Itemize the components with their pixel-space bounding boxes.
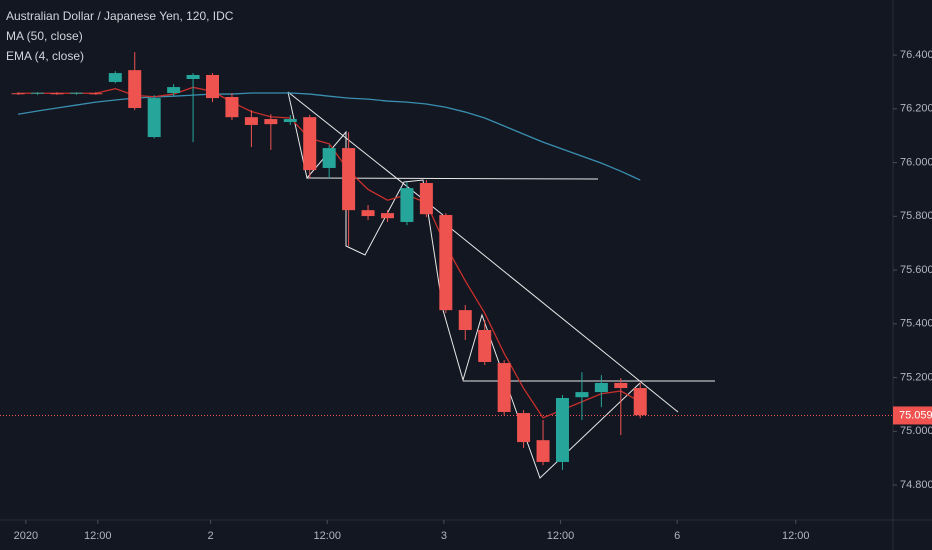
trend-line xyxy=(287,91,444,216)
candle-body xyxy=(206,74,220,99)
indicator-line xyxy=(18,86,641,419)
candle-body xyxy=(322,148,336,168)
candle-body xyxy=(439,214,453,311)
candle-body xyxy=(50,93,64,95)
trend-line xyxy=(442,221,679,413)
candle-body xyxy=(167,87,181,93)
candle-body xyxy=(594,382,608,393)
candle-body xyxy=(380,213,394,219)
candle-body xyxy=(303,117,317,171)
candle-body xyxy=(186,74,200,80)
legend-entry: EMA (4, close) xyxy=(6,49,84,63)
y-tick-label: 76.400 xyxy=(900,49,932,61)
candle-body xyxy=(400,188,414,222)
candle-body xyxy=(147,98,161,138)
y-tick-label: 75.400 xyxy=(900,318,932,330)
candle-body xyxy=(536,440,550,462)
candle-body xyxy=(497,363,511,412)
x-tick-label: 12:00 xyxy=(547,530,575,542)
x-tick-label: 6 xyxy=(674,530,680,542)
last-price-tag xyxy=(893,406,932,425)
candle-body xyxy=(478,330,492,362)
x-tick-label: 12:00 xyxy=(782,530,810,542)
candle-body xyxy=(419,183,433,215)
indicator-line xyxy=(17,92,641,181)
candle-body xyxy=(283,119,297,123)
candle-body xyxy=(458,310,472,331)
y-tick-label: 75.200 xyxy=(900,371,932,383)
x-tick-label: 12:00 xyxy=(84,530,112,542)
candle-body xyxy=(108,73,122,82)
candle-body xyxy=(225,97,239,118)
y-tick-label: 75.800 xyxy=(900,210,932,222)
candle-body xyxy=(633,388,647,416)
candle-body xyxy=(244,117,258,125)
x-tick-label: 2 xyxy=(208,530,214,542)
zigzag xyxy=(287,91,641,479)
candle-body xyxy=(342,148,356,211)
candle-body xyxy=(614,382,628,389)
candle-body xyxy=(69,92,83,94)
candle-body xyxy=(128,70,142,109)
x-tick-label: 12:00 xyxy=(313,530,341,542)
y-tick-label: 75.000 xyxy=(900,425,932,437)
candle-body xyxy=(517,413,531,443)
chart-title: Australian Dollar / Japanese Yen, 120, I… xyxy=(6,9,234,23)
y-tick-label: 75.600 xyxy=(900,264,932,276)
candle-body xyxy=(89,93,103,95)
candle-body xyxy=(555,397,569,462)
y-tick-label: 76.000 xyxy=(900,156,932,168)
y-tick-label: 76.200 xyxy=(900,103,932,115)
candle-body xyxy=(11,93,25,95)
x-tick-label: 3 xyxy=(441,530,447,542)
candle-body xyxy=(361,210,375,217)
candle-body xyxy=(575,392,589,398)
candle-body xyxy=(264,119,278,125)
x-tick-label: 2020 xyxy=(14,530,38,542)
last-price-label: 75.059 xyxy=(899,409,932,421)
legend-entry: MA (50, close) xyxy=(6,29,83,43)
y-tick-label: 74.800 xyxy=(900,479,932,491)
candle-body xyxy=(31,92,45,94)
